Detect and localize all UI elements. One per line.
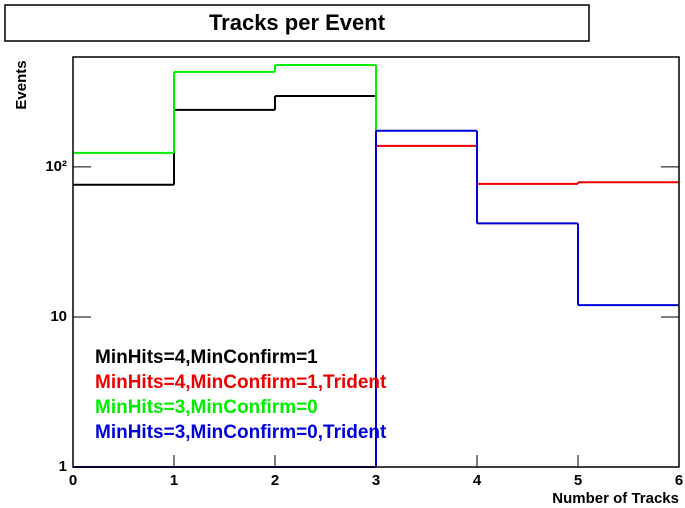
legend-entry: MinHits=3,MinConfirm=0,Trident xyxy=(95,422,387,443)
chart-title: Tracks per Event xyxy=(209,10,386,35)
x-tick-label: 4 xyxy=(473,472,482,489)
legend-entry: MinHits=4,MinConfirm=1,Trident xyxy=(95,372,387,393)
x-tick-label: 3 xyxy=(372,472,380,489)
x-tick-label: 0 xyxy=(69,472,77,489)
title-box xyxy=(4,4,590,42)
legend-entry: MinHits=3,MinConfirm=0 xyxy=(95,397,318,418)
x-tick-label: 2 xyxy=(271,472,279,489)
y-tick-label: 10² xyxy=(45,158,67,175)
y-axis-label: Events xyxy=(13,60,30,109)
x-tick-label: 1 xyxy=(170,472,178,489)
x-tick-label: 6 xyxy=(675,472,683,489)
x-axis-label: Number of Tracks xyxy=(552,490,679,507)
legend-entry: MinHits=4,MinConfirm=1 xyxy=(95,347,318,368)
x-tick-label: 5 xyxy=(574,472,582,489)
plot-frame xyxy=(72,56,680,468)
y-tick-label: 1 xyxy=(59,458,67,475)
y-tick-label: 10 xyxy=(50,308,67,325)
